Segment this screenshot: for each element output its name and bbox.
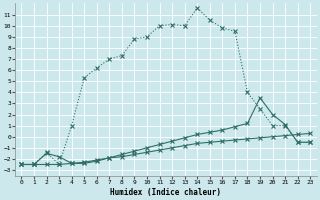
X-axis label: Humidex (Indice chaleur): Humidex (Indice chaleur) (110, 188, 221, 197)
